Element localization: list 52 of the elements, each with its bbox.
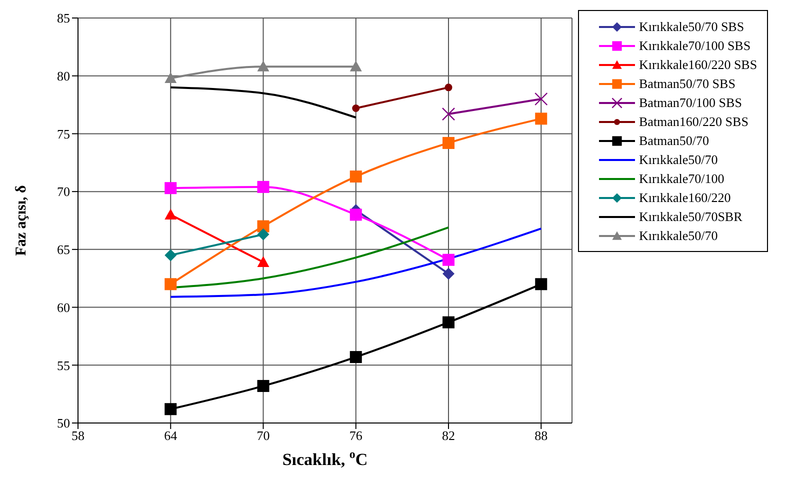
point (442, 316, 454, 328)
y-tick-label: 60 (57, 300, 70, 315)
point (442, 254, 454, 266)
line-series (170, 228, 542, 298)
x-tick-label: 76 (349, 428, 363, 444)
point (442, 107, 456, 121)
point (257, 228, 270, 240)
legend-label: Kırıkkale50/70 (639, 228, 718, 244)
point (257, 60, 270, 72)
legend-label: Batman50/70 (639, 132, 710, 148)
point (164, 249, 177, 262)
point (350, 60, 362, 72)
point (442, 136, 454, 149)
point (164, 72, 177, 83)
point (257, 380, 270, 392)
legend-label: Kırıkkale70/100 (639, 170, 724, 186)
y-tick-label: 85 (57, 10, 70, 26)
point (534, 92, 548, 106)
legend-label: Batman50/70 SBS (639, 76, 736, 92)
point (164, 182, 177, 194)
point (444, 84, 452, 92)
y-tick-label: 50 (57, 416, 70, 431)
legend-label: Batman160/220 SBS (639, 114, 748, 130)
y-tick-label: 80 (57, 68, 70, 84)
legend-label: Kırıkkale50/70 (639, 152, 718, 168)
point (535, 278, 548, 290)
y-tick-label: 55 (57, 358, 70, 373)
point (164, 278, 177, 290)
x-tick-label: 88 (534, 428, 548, 444)
y-tick-label: 70 (57, 184, 70, 200)
point (535, 112, 548, 125)
point (257, 180, 270, 193)
y-tick-label: 75 (57, 126, 70, 142)
point (352, 104, 360, 112)
legend-label: Kırıkkale50/70SBR (639, 208, 742, 224)
y-tick-label: 65 (57, 242, 70, 258)
legend-label: Batman70/100 SBS (639, 94, 742, 110)
point (350, 170, 362, 183)
legend-label: Kırıkkale160/220 (639, 190, 731, 206)
point (442, 268, 454, 280)
legend-label: Kırıkkale160/220 SBS (639, 56, 758, 72)
legend-label: Kırıkkale70/100 SBS (639, 38, 751, 54)
point (350, 351, 362, 364)
point (350, 208, 362, 221)
point (164, 403, 177, 416)
x-axis-title: Sıcaklık, $^{o}$C (282, 447, 368, 469)
x-tick-label: 82 (442, 428, 455, 444)
legend-label: Kırıkkale50/70 SBS (639, 18, 744, 34)
y-axis-title: Faz açısı, δ (13, 184, 30, 256)
x-tick-label: 70 (256, 428, 270, 444)
x-tick-label: 58 (72, 428, 84, 444)
x-tick-label: 64 (164, 428, 178, 444)
